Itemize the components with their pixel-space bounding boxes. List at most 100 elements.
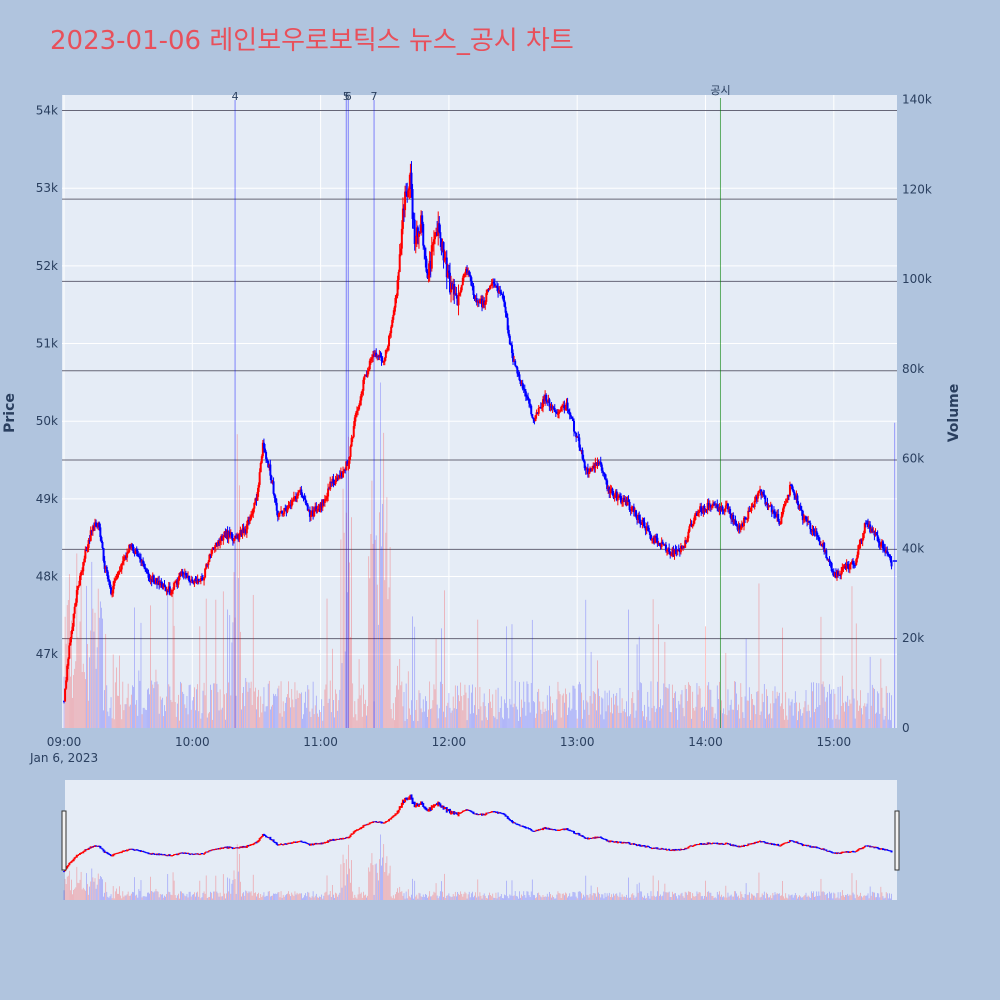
range-candle	[723, 843, 726, 845]
range-volume-bar	[218, 896, 220, 900]
range-slider[interactable]	[61, 780, 900, 900]
candle-body	[285, 508, 288, 512]
candle-body	[880, 541, 883, 546]
candle-body	[544, 394, 547, 402]
range-candle	[544, 826, 547, 830]
range-volume-bar	[606, 893, 608, 900]
candle-body	[463, 273, 466, 275]
range-slider-left-handle[interactable]	[61, 810, 67, 871]
range-volume-bar	[819, 895, 821, 900]
range-candle	[705, 843, 708, 845]
range-volume-bar	[372, 865, 374, 900]
candle-body	[332, 478, 335, 484]
range-candle	[205, 851, 208, 853]
range-candle	[746, 845, 749, 847]
candle-body	[400, 228, 403, 249]
candle-body	[658, 542, 661, 545]
range-volume-bar	[704, 895, 705, 900]
range-candle	[390, 817, 393, 820]
volume-bar	[480, 706, 482, 728]
volume-bar	[135, 704, 137, 728]
range-volume-bar	[529, 897, 531, 900]
range-candle	[423, 806, 426, 809]
range-candle	[481, 813, 484, 816]
candle-body	[374, 352, 377, 356]
volume-bar	[607, 705, 609, 728]
volume-bar	[92, 608, 94, 728]
volume-bar	[200, 718, 202, 728]
range-volume-bar	[677, 898, 679, 900]
candle-body	[347, 463, 350, 466]
volume-bar	[381, 546, 382, 728]
range-volume-bar	[408, 896, 410, 900]
range-volume-bar	[764, 898, 766, 900]
range-candle	[656, 847, 659, 850]
candle-body	[346, 461, 349, 466]
range-volume-bar	[443, 896, 444, 900]
candle-body	[85, 549, 88, 551]
volume-tick-label: 60k	[902, 452, 924, 466]
range-candle	[842, 851, 845, 853]
range-candle	[157, 853, 160, 855]
volume-bar	[370, 534, 372, 728]
range-volume-bar	[723, 896, 725, 900]
range-candle	[869, 845, 872, 848]
range-candle	[260, 836, 263, 838]
range-candle	[764, 841, 767, 844]
range-candle	[362, 825, 365, 828]
range-candle	[421, 801, 424, 805]
range-candle	[374, 821, 377, 823]
candle-body	[813, 531, 816, 533]
range-candle	[444, 807, 447, 810]
range-candle	[880, 848, 883, 850]
candle-body	[533, 419, 536, 422]
range-volume-bar	[589, 893, 591, 900]
range-volume-bar	[742, 897, 744, 900]
range-candle	[736, 845, 739, 848]
range-slider-right-handle[interactable]	[894, 810, 900, 871]
range-candle	[92, 845, 95, 847]
volume-bar	[838, 719, 840, 728]
candle-body	[859, 539, 862, 545]
range-volume-bar	[323, 895, 325, 900]
volume-bar	[160, 699, 162, 728]
range-volume-bar	[591, 895, 593, 900]
candle-body	[540, 407, 543, 409]
range-volume-bar	[176, 895, 178, 900]
range-candle	[376, 821, 379, 823]
range-candle	[218, 848, 221, 850]
range-volume-bar	[462, 896, 464, 900]
candle-body	[393, 307, 396, 315]
volume-bar	[674, 693, 675, 728]
range-candle	[806, 844, 809, 847]
range-volume-bar	[546, 893, 548, 900]
candle-body	[826, 558, 829, 561]
main-plot-area[interactable]	[62, 95, 897, 728]
volume-bar	[309, 711, 311, 728]
candle-body	[638, 514, 641, 520]
volume-bar	[808, 710, 810, 728]
range-candle	[576, 833, 579, 835]
range-volume-bar	[300, 893, 302, 900]
range-volume-bar	[760, 896, 762, 900]
candle-body	[561, 405, 564, 408]
candle-body	[845, 564, 848, 569]
range-slider-candles	[63, 794, 893, 873]
range-volume-bar	[142, 896, 144, 900]
range-volume-bar	[331, 884, 333, 900]
range-volume-bar	[396, 891, 397, 900]
range-volume-bar	[407, 889, 409, 900]
range-candle	[787, 841, 790, 843]
range-volume-bar	[754, 895, 756, 900]
volume-bar	[796, 702, 797, 728]
range-volume-bar	[274, 893, 276, 900]
range-volume-bar	[205, 875, 207, 900]
range-candle	[615, 841, 618, 843]
volume-bar	[478, 709, 480, 728]
volume-bar	[374, 539, 376, 728]
volume-bar	[889, 692, 890, 728]
range-volume-bar	[609, 897, 611, 900]
range-volume-bar	[250, 891, 252, 900]
candle-body	[538, 406, 541, 409]
range-volume-bar	[865, 895, 867, 900]
